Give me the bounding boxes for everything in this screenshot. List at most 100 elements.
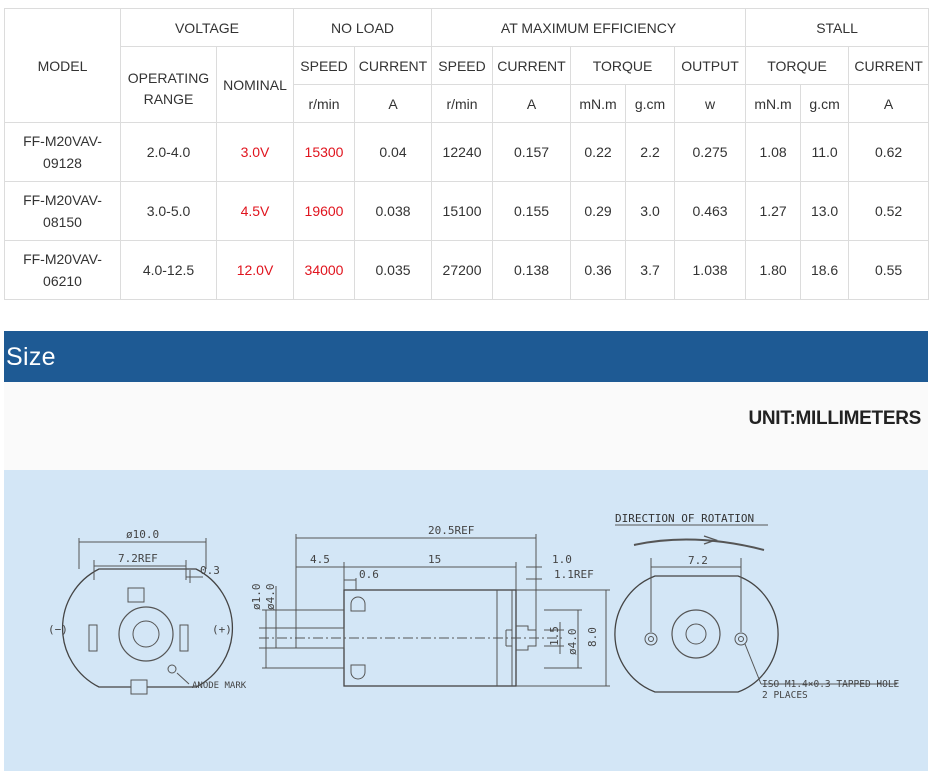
unit-label: UNIT:MILLIMETERS	[748, 408, 921, 429]
dim-15: 15	[428, 553, 441, 566]
dim-0-3: 0.3	[200, 564, 220, 577]
unit-me-current: A	[492, 84, 572, 123]
rear-view	[614, 535, 897, 693]
cell-model: FF-M20VAV-06210	[4, 240, 121, 300]
unit-nl-speed: r/min	[293, 84, 355, 123]
cell-nl-current: 0.035	[353, 240, 433, 300]
terminal-positive-label: (+)	[212, 623, 232, 636]
motor-drawing-svg: ø10.0 7.2REF 0.3 (−) (+) ANODE MARK 20.5…	[48, 512, 900, 701]
spec-table: MODEL VOLTAGE NO LOAD AT MAXIMUM EFFICIE…	[4, 8, 929, 300]
side-view	[259, 534, 610, 687]
unit-st-torque-mnm: mN.m	[745, 84, 802, 123]
col-operating-range-header: OPERATING RANGE	[120, 46, 217, 123]
dim-dia-4-shaft: ø4.0	[264, 584, 277, 611]
cell-me-torque-gcm: 2.2	[625, 122, 676, 182]
cell-nl-speed: 34000	[293, 240, 355, 300]
dim-1-1-ref: 1.1REF	[554, 568, 594, 581]
dim-dia-10: ø10.0	[126, 528, 159, 541]
cell-me-torque-gcm: 3.7	[625, 240, 676, 300]
cell-range: 4.0-12.5	[120, 240, 217, 300]
col-model-header: MODEL	[4, 8, 121, 123]
cell-me-speed: 27200	[431, 240, 494, 300]
cell-nominal: 3.0V	[216, 122, 294, 182]
cell-range: 2.0-4.0	[120, 122, 217, 182]
cell-nominal: 4.5V	[216, 181, 294, 241]
cell-st-torque-mnm: 1.80	[745, 240, 802, 300]
cell-me-output: 0.275	[674, 122, 747, 182]
unit-me-torque-mnm: mN.m	[570, 84, 627, 123]
tapped-hole-count-label: 2 PLACES	[762, 690, 808, 701]
cell-me-current: 0.155	[492, 181, 572, 241]
front-view	[61, 538, 234, 695]
cell-st-torque-gcm: 18.6	[800, 240, 850, 300]
cell-me-current: 0.138	[492, 240, 572, 300]
tapped-hole-label: ISO M1.4×0.3 TAPPED HOLE	[762, 679, 900, 690]
table-row: FF-M20VAV-06210 4.0-12.5 12.0V 34000 0.0…	[4, 240, 929, 300]
dimension-drawing: ø10.0 7.2REF 0.3 (−) (+) ANODE MARK 20.5…	[4, 470, 928, 771]
col-me-torque-header: TORQUE	[570, 46, 676, 85]
col-me-output-header: OUTPUT	[674, 46, 747, 85]
cell-st-current: 0.62	[848, 122, 929, 182]
col-st-torque-header: TORQUE	[745, 46, 850, 85]
dim-4-5: 4.5	[310, 553, 330, 566]
cell-nl-current: 0.038	[353, 181, 433, 241]
dim-dia-4-bushing: ø4.0	[566, 629, 579, 656]
group-stall-header: STALL	[745, 8, 929, 47]
cell-st-torque-gcm: 11.0	[800, 122, 850, 182]
cell-nominal: 12.0V	[216, 240, 294, 300]
cell-me-torque-gcm: 3.0	[625, 181, 676, 241]
side-labels: 20.5REF 4.5 15 0.6 1.0 1.1REF ø1.0 ø4.0 …	[250, 524, 599, 655]
group-voltage-header: VOLTAGE	[120, 8, 294, 47]
unit-nl-current: A	[353, 84, 433, 123]
cell-model: FF-M20VAV-08150	[4, 181, 121, 241]
section-title: Size	[6, 343, 56, 371]
col-nl-speed-header: SPEED	[293, 46, 355, 85]
dim-7-2-ref: 7.2REF	[118, 552, 158, 565]
cell-st-torque-gcm: 13.0	[800, 181, 850, 241]
dim-20-5-ref: 20.5REF	[428, 524, 474, 537]
cell-nl-speed: 19600	[293, 181, 355, 241]
cell-me-output: 0.463	[674, 181, 747, 241]
unit-me-output: w	[674, 84, 747, 123]
cell-model: FF-M20VAV-09128	[4, 122, 121, 182]
col-me-current-header: CURRENT	[492, 46, 572, 85]
direction-of-rotation-label: DIRECTION OF ROTATION	[615, 512, 754, 525]
cell-nl-current: 0.04	[353, 122, 433, 182]
anode-mark-label: ANODE MARK	[192, 681, 247, 691]
cell-me-speed: 15100	[431, 181, 494, 241]
dim-1-0: 1.0	[552, 553, 572, 566]
unit-st-torque-gcm: g.cm	[800, 84, 850, 123]
cell-st-current: 0.55	[848, 240, 929, 300]
unit-st-current: A	[848, 84, 929, 123]
cell-st-torque-mnm: 1.27	[745, 181, 802, 241]
cell-me-torque-mnm: 0.29	[570, 181, 627, 241]
cell-me-current: 0.157	[492, 122, 572, 182]
rear-labels: DIRECTION OF ROTATION 7.2 ISO M1.4×0.3 T…	[615, 512, 900, 701]
table-row: FF-M20VAV-09128 2.0-4.0 3.0V 15300 0.04 …	[4, 122, 929, 182]
dim-dia-1: ø1.0	[250, 584, 263, 611]
cell-nl-speed: 15300	[293, 122, 355, 182]
col-nominal-header: NOMINAL	[216, 46, 294, 123]
col-me-speed-header: SPEED	[431, 46, 494, 85]
cell-st-current: 0.52	[848, 181, 929, 241]
cell-range: 3.0-5.0	[120, 181, 217, 241]
cell-me-speed: 12240	[431, 122, 494, 182]
col-st-current-header: CURRENT	[848, 46, 929, 85]
group-no-load-header: NO LOAD	[292, 8, 433, 47]
unit-me-torque-gcm: g.cm	[625, 84, 676, 123]
unit-area	[4, 382, 928, 470]
size-section-header: Size	[4, 331, 928, 382]
dim-7-2: 7.2	[688, 554, 708, 567]
front-labels: ø10.0 7.2REF 0.3 (−) (+) ANODE MARK	[48, 528, 247, 691]
cell-me-torque-mnm: 0.36	[570, 240, 627, 300]
cell-me-torque-mnm: 0.22	[570, 122, 627, 182]
unit-me-speed: r/min	[431, 84, 494, 123]
cell-me-output: 1.038	[674, 240, 747, 300]
dim-0-6: 0.6	[359, 568, 379, 581]
col-nl-current-header: CURRENT	[353, 46, 433, 85]
dim-8-0: 8.0	[586, 627, 599, 647]
group-max-efficiency-header: AT MAXIMUM EFFICIENCY	[431, 8, 747, 47]
table-row: FF-M20VAV-08150 3.0-5.0 4.5V 19600 0.038…	[4, 181, 929, 241]
cell-st-torque-mnm: 1.08	[745, 122, 802, 182]
dim-1-5: 1.5	[548, 626, 561, 646]
